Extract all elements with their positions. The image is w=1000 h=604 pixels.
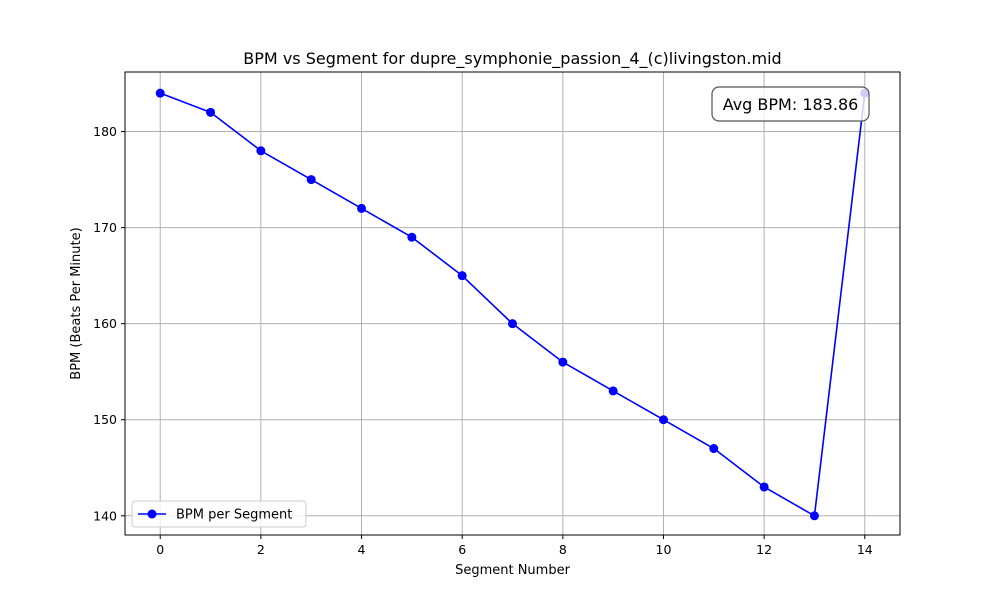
series-layer [155,88,870,521]
x-tick-label: 12 [756,542,772,557]
plot-frame [124,71,901,536]
data-point [809,511,819,521]
y-tick-label: 170 [93,220,117,235]
y-tick-label: 140 [93,508,117,523]
data-point [155,88,165,98]
legend: BPM per Segment [131,500,307,528]
x-tick-label: 2 [257,542,265,557]
x-tick-label: 10 [656,542,672,557]
data-point [407,232,417,242]
data-point [306,175,316,185]
data-point [508,319,517,329]
y-tick-label: 180 [93,124,117,139]
data-point [608,386,618,396]
legend-marker-swatch [147,509,157,519]
x-tick-label: 6 [458,542,466,557]
data-point [256,146,266,156]
y-tick-label: 160 [93,316,117,331]
data-point [457,271,467,281]
x-tick-label: 0 [156,542,164,557]
legend-box [131,500,307,528]
chart-title: BPM vs Segment for dupre_symphonie_passi… [243,49,781,69]
y-tick-label: 150 [93,412,117,427]
data-point [206,107,216,117]
x-tick-label: 8 [559,542,567,557]
axis-ticks: 0 2 4 6 8 10 12 14 140 150 160 170 180 [93,124,873,557]
data-point [558,357,568,367]
legend-entry-label: BPM per Segment [176,508,292,523]
avg-bpm-annotation: Avg BPM: 183.86 [711,86,870,122]
data-point [658,415,668,425]
data-point [759,482,769,492]
x-tick-label: 4 [358,542,366,557]
annotation-text: Avg BPM: 183.86 [723,95,859,114]
x-axis-label: Segment Number [455,563,571,578]
data-point [709,444,719,454]
data-point [357,203,367,213]
y-axis-label: BPM (Beats Per Minute) [69,227,84,379]
annotation-box [711,86,870,122]
x-tick-label: 14 [857,542,873,557]
